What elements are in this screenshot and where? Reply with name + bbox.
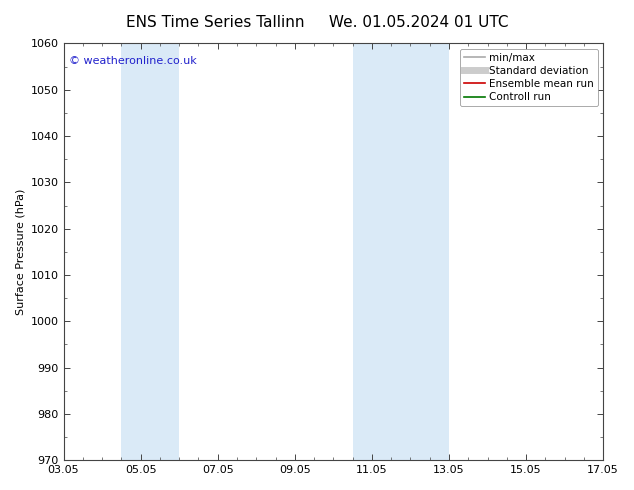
Text: ENS Time Series Tallinn     We. 01.05.2024 01 UTC: ENS Time Series Tallinn We. 01.05.2024 0… [126,15,508,30]
Bar [121,44,179,460]
Legend: min/max, Standard deviation, Ensemble mean run, Controll run: min/max, Standard deviation, Ensemble me… [460,49,598,106]
Bar [353,44,449,460]
Text: © weatheronline.co.uk: © weatheronline.co.uk [69,56,197,66]
Y-axis label: Surface Pressure (hPa): Surface Pressure (hPa) [15,189,25,315]
